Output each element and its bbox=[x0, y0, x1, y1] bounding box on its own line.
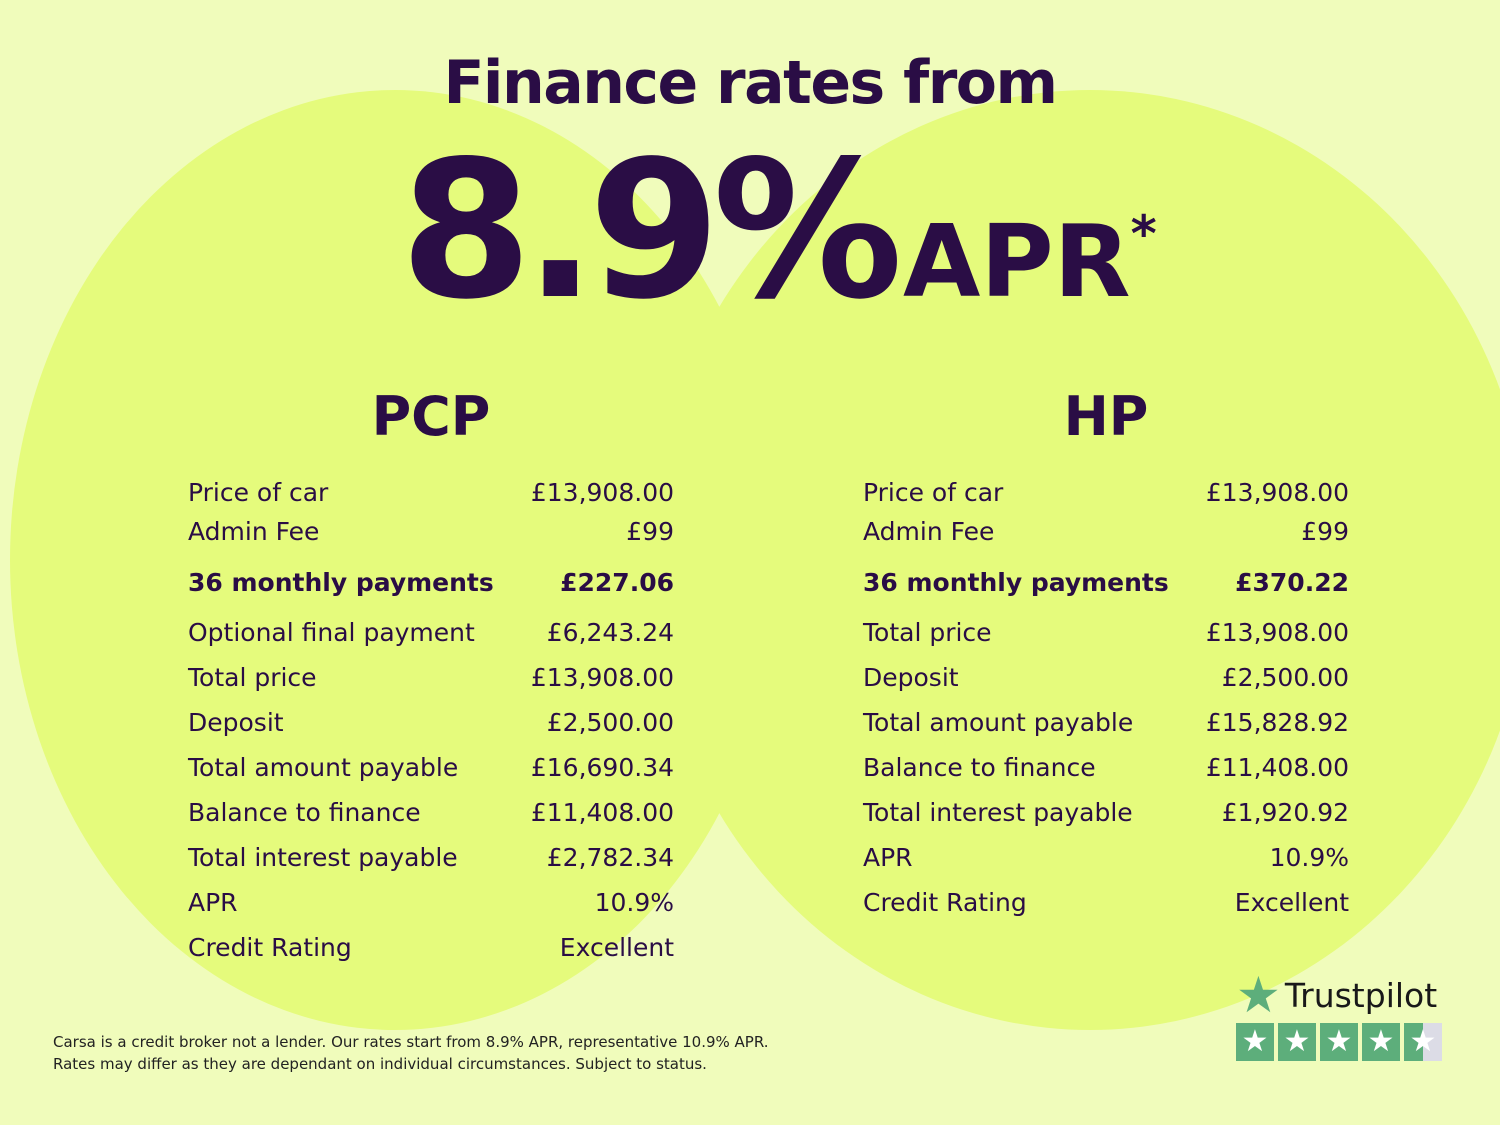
headline-rate: 8.9%APR* bbox=[400, 120, 1157, 341]
row-label: Total price bbox=[863, 618, 992, 647]
table-row: Balance to finance £11,408.00 bbox=[188, 790, 674, 835]
table-row: Admin Fee £99 bbox=[863, 509, 1349, 554]
rating-star-icon: ★ bbox=[1278, 1023, 1316, 1061]
row-label: Admin Fee bbox=[188, 517, 320, 546]
row-label: Optional final payment bbox=[188, 618, 475, 647]
pcp-table: PCP Price of car £13,908.00 Admin Fee £99 36… bbox=[188, 385, 674, 970]
table-row: Total amount payable £16,690.34 bbox=[188, 745, 674, 790]
row-value: £99 bbox=[1301, 517, 1349, 546]
rate-value: 8.9% bbox=[400, 120, 903, 341]
table-row: Deposit £2,500.00 bbox=[188, 700, 674, 745]
row-label: APR bbox=[188, 888, 238, 917]
row-label: Total price bbox=[188, 663, 317, 692]
table-row: Total price £13,908.00 bbox=[188, 655, 674, 700]
rating-star-icon: ★ bbox=[1404, 1023, 1442, 1061]
rating-star-icon: ★ bbox=[1320, 1023, 1358, 1061]
table-row: Deposit £2,500.00 bbox=[863, 655, 1349, 700]
table-row: Total interest payable £1,920.92 bbox=[863, 790, 1349, 835]
row-label: Balance to finance bbox=[188, 798, 421, 827]
row-value: 10.9% bbox=[1269, 843, 1349, 872]
row-label: Total interest payable bbox=[863, 798, 1133, 827]
disclaimer: Carsa is a credit broker not a lender. O… bbox=[53, 1031, 769, 1075]
table-row: Balance to finance £11,408.00 bbox=[863, 745, 1349, 790]
row-value: £16,690.34 bbox=[530, 753, 674, 782]
table-row: Optional final payment £6,243.24 bbox=[188, 610, 674, 655]
trustpilot-logo: ★ Trustpilot bbox=[1236, 966, 1442, 1024]
table-row: APR 10.9% bbox=[188, 880, 674, 925]
pcp-title: PCP bbox=[371, 385, 491, 448]
row-value: £13,908.00 bbox=[530, 477, 674, 507]
row-label: Deposit bbox=[188, 708, 284, 737]
row-value: Excellent bbox=[559, 933, 674, 962]
row-value: £370.22 bbox=[1235, 567, 1349, 597]
row-label: 36 monthly payments bbox=[188, 567, 494, 597]
row-label: Balance to finance bbox=[863, 753, 1096, 782]
row-label: Deposit bbox=[863, 663, 959, 692]
hp-table: HP Price of car £13,908.00 Admin Fee £99 36 … bbox=[863, 385, 1349, 925]
row-label: Credit Rating bbox=[863, 888, 1027, 917]
row-value: £15,828.92 bbox=[1205, 708, 1349, 737]
trustpilot-rating: ★ ★ ★ ★ ★ bbox=[1236, 1023, 1442, 1061]
table-row: 36 monthly payments £227.06 bbox=[188, 554, 674, 610]
table-row: Credit Rating Excellent bbox=[863, 880, 1349, 925]
table-row: Total interest payable £2,782.34 bbox=[188, 835, 674, 880]
asterisk: * bbox=[1130, 205, 1157, 263]
row-label: Total amount payable bbox=[863, 708, 1134, 737]
row-value: £13,908.00 bbox=[1205, 477, 1349, 507]
table-row: Total price £13,908.00 bbox=[863, 610, 1349, 655]
hp-title: HP bbox=[1063, 385, 1149, 448]
row-label: Total amount payable bbox=[188, 753, 459, 782]
row-label: Price of car bbox=[188, 477, 329, 507]
row-value: £1,920.92 bbox=[1221, 798, 1349, 827]
star-icon: ★ bbox=[1236, 966, 1281, 1024]
row-value: £13,908.00 bbox=[530, 663, 674, 692]
table-row: Total amount payable £15,828.92 bbox=[863, 700, 1349, 745]
rate-suffix: APR bbox=[902, 203, 1131, 320]
disclaimer-line-1: Carsa is a credit broker not a lender. O… bbox=[53, 1033, 769, 1051]
row-value: £2,500.00 bbox=[546, 708, 674, 737]
row-label: 36 monthly payments bbox=[863, 567, 1169, 597]
table-row: APR 10.9% bbox=[863, 835, 1349, 880]
row-label: Total interest payable bbox=[188, 843, 458, 872]
row-value: 10.9% bbox=[594, 888, 674, 917]
table-row: 36 monthly payments £370.22 bbox=[863, 554, 1349, 610]
row-value: £2,500.00 bbox=[1221, 663, 1349, 692]
table-row: Price of car £13,908.00 bbox=[863, 475, 1349, 509]
trustpilot-name: Trustpilot bbox=[1284, 975, 1438, 1015]
table-row: Price of car £13,908.00 bbox=[188, 475, 674, 509]
heading: Finance rates from bbox=[443, 48, 1058, 118]
row-label: Admin Fee bbox=[863, 517, 995, 546]
background-blob-right bbox=[650, 90, 1500, 1030]
trustpilot-badge[interactable]: ★ Trustpilot ★ ★ ★ ★ ★ bbox=[1236, 966, 1442, 1061]
row-value: £6,243.24 bbox=[546, 618, 674, 647]
table-row: Admin Fee £99 bbox=[188, 509, 674, 554]
row-value: £11,408.00 bbox=[530, 798, 674, 827]
rating-star-icon: ★ bbox=[1362, 1023, 1400, 1061]
row-value: £13,908.00 bbox=[1205, 618, 1349, 647]
rating-star-icon: ★ bbox=[1236, 1023, 1274, 1061]
row-label: APR bbox=[863, 843, 913, 872]
row-value: £99 bbox=[626, 517, 674, 546]
row-value: Excellent bbox=[1234, 888, 1349, 917]
disclaimer-line-2: Rates may differ as they are dependant o… bbox=[53, 1055, 707, 1073]
row-value: £227.06 bbox=[560, 567, 674, 597]
row-value: £2,782.34 bbox=[546, 843, 674, 872]
row-value: £11,408.00 bbox=[1205, 753, 1349, 782]
row-label: Credit Rating bbox=[188, 933, 352, 962]
table-row: Credit Rating Excellent bbox=[188, 925, 674, 970]
row-label: Price of car bbox=[863, 477, 1004, 507]
